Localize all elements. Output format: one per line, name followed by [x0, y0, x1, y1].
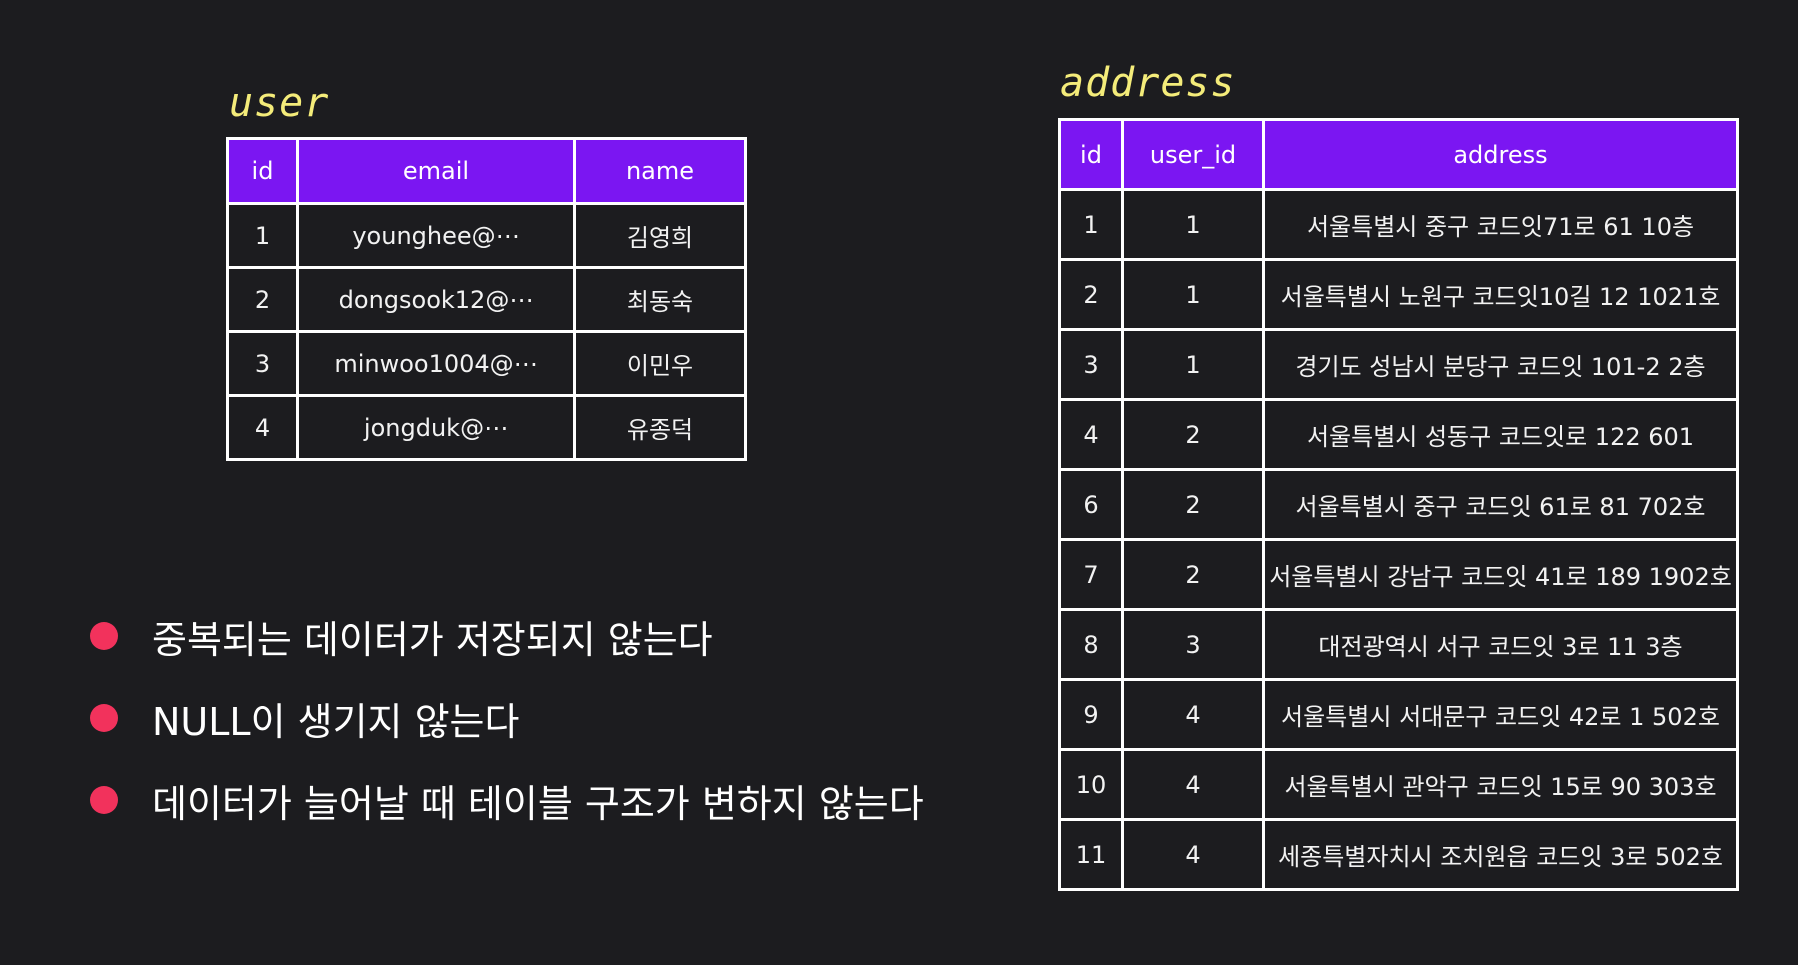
- cell-address: 서울특별시 성동구 코드잇로 122 601: [1262, 398, 1739, 471]
- table-row: 1 1 서울특별시 중구 코드잇71로 61 10층: [1058, 188, 1739, 261]
- column-header-id: id: [1058, 118, 1124, 191]
- table-header-row: id email name: [226, 137, 747, 205]
- table-row: 2 dongsook12@⋯ 최동숙: [226, 266, 747, 333]
- table-row: 8 3 대전광역시 서구 코드잇 3로 11 3층: [1058, 608, 1739, 681]
- table-row: 10 4 서울특별시 관악구 코드잇 15로 90 303호: [1058, 748, 1739, 821]
- bullet-text: 데이터가 늘어날 때 테이블 구조가 변하지 않는다: [152, 781, 924, 826]
- bullet-item: 데이터가 늘어날 때 테이블 구조가 변하지 않는다: [90, 759, 924, 841]
- cell-id: 2: [226, 266, 299, 333]
- cell-id: 6: [1058, 468, 1124, 541]
- bullet-text: NULL이 생기지 않는다: [152, 699, 520, 744]
- column-header-user-id: user_id: [1121, 118, 1265, 191]
- address-table-title: address: [1060, 60, 1236, 106]
- table-row: 4 jongduk@⋯ 유종덕: [226, 394, 747, 461]
- cell-user-id: 3: [1121, 608, 1265, 681]
- table-row: 3 1 경기도 성남시 분당구 코드잇 101-2 2층: [1058, 328, 1739, 401]
- cell-user-id: 1: [1121, 188, 1265, 261]
- table-row: 7 2 서울특별시 강남구 코드잇 41로 189 1902호: [1058, 538, 1739, 611]
- cell-id: 10: [1058, 748, 1124, 821]
- cell-id: 1: [1058, 188, 1124, 261]
- cell-name: 유종덕: [573, 394, 747, 461]
- column-header-name: name: [573, 137, 747, 205]
- cell-name: 최동숙: [573, 266, 747, 333]
- cell-email: younghee@⋯: [296, 202, 576, 269]
- cell-user-id: 1: [1121, 258, 1265, 331]
- cell-id: 2: [1058, 258, 1124, 331]
- cell-address: 서울특별시 관악구 코드잇 15로 90 303호: [1262, 748, 1739, 821]
- cell-user-id: 2: [1121, 398, 1265, 471]
- cell-name: 김영희: [573, 202, 747, 269]
- cell-user-id: 2: [1121, 468, 1265, 541]
- table-row: 11 4 세종특별자치시 조치원읍 코드잇 3로 502호: [1058, 818, 1739, 891]
- address-table: id user_id address 1 1 서울특별시 중구 코드잇71로 6…: [1058, 118, 1739, 891]
- cell-email: minwoo1004@⋯: [296, 330, 576, 397]
- cell-id: 9: [1058, 678, 1124, 751]
- cell-email: jongduk@⋯: [296, 394, 576, 461]
- cell-address: 대전광역시 서구 코드잇 3로 11 3층: [1262, 608, 1739, 681]
- cell-user-id: 4: [1121, 818, 1265, 891]
- cell-id: 7: [1058, 538, 1124, 611]
- cell-user-id: 1: [1121, 328, 1265, 401]
- cell-address: 서울특별시 노원구 코드잇10길 12 1021호: [1262, 258, 1739, 331]
- cell-address: 서울특별시 강남구 코드잇 41로 189 1902호: [1262, 538, 1739, 611]
- cell-id: 3: [1058, 328, 1124, 401]
- table-row: 9 4 서울특별시 서대문구 코드잇 42로 1 502호: [1058, 678, 1739, 751]
- bullet-dot-icon: [90, 786, 118, 814]
- cell-user-id: 2: [1121, 538, 1265, 611]
- cell-user-id: 4: [1121, 678, 1265, 751]
- bullet-item: 중복되는 데이터가 저장되지 않는다: [90, 595, 924, 677]
- cell-address: 세종특별자치시 조치원읍 코드잇 3로 502호: [1262, 818, 1739, 891]
- user-table: id email name 1 younghee@⋯ 김영희 2 dongsoo…: [226, 137, 747, 461]
- table-row: 3 minwoo1004@⋯ 이민우: [226, 330, 747, 397]
- column-header-address: address: [1262, 118, 1739, 191]
- cell-id: 4: [1058, 398, 1124, 471]
- user-table-title: user: [229, 80, 330, 126]
- bullet-list: 중복되는 데이터가 저장되지 않는다 NULL이 생기지 않는다 데이터가 늘어…: [90, 595, 924, 841]
- cell-email: dongsook12@⋯: [296, 266, 576, 333]
- cell-id: 4: [226, 394, 299, 461]
- table-row: 4 2 서울특별시 성동구 코드잇로 122 601: [1058, 398, 1739, 471]
- cell-address: 서울특별시 중구 코드잇 61로 81 702호: [1262, 468, 1739, 541]
- cell-user-id: 4: [1121, 748, 1265, 821]
- table-header-row: id user_id address: [1058, 118, 1739, 191]
- cell-address: 서울특별시 서대문구 코드잇 42로 1 502호: [1262, 678, 1739, 751]
- cell-address: 경기도 성남시 분당구 코드잇 101-2 2층: [1262, 328, 1739, 401]
- bullet-item: NULL이 생기지 않는다: [90, 677, 924, 759]
- cell-id: 3: [226, 330, 299, 397]
- table-row: 2 1 서울특별시 노원구 코드잇10길 12 1021호: [1058, 258, 1739, 331]
- bullet-dot-icon: [90, 622, 118, 650]
- cell-name: 이민우: [573, 330, 747, 397]
- column-header-id: id: [226, 137, 299, 205]
- column-header-email: email: [296, 137, 576, 205]
- cell-id: 8: [1058, 608, 1124, 681]
- table-row: 6 2 서울특별시 중구 코드잇 61로 81 702호: [1058, 468, 1739, 541]
- cell-id: 1: [226, 202, 299, 269]
- table-row: 1 younghee@⋯ 김영희: [226, 202, 747, 269]
- bullet-dot-icon: [90, 704, 118, 732]
- bullet-text: 중복되는 데이터가 저장되지 않는다: [152, 617, 713, 662]
- cell-address: 서울특별시 중구 코드잇71로 61 10층: [1262, 188, 1739, 261]
- cell-id: 11: [1058, 818, 1124, 891]
